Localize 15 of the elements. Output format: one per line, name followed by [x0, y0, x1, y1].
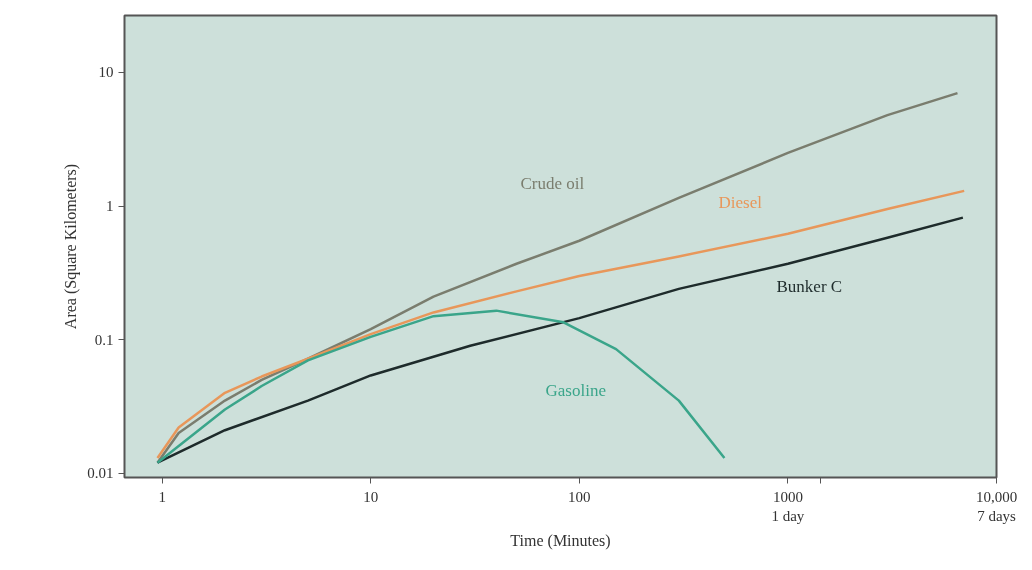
series-label: Bunker C	[776, 276, 843, 296]
text: Crude oil	[520, 173, 585, 193]
x-tick-label: 1	[158, 488, 166, 505]
y-axis-title: Area (Square Kilometers)	[62, 163, 81, 330]
x-tick-label: 10	[363, 488, 379, 505]
x-tick-label: 10,000 7 days	[975, 488, 1018, 524]
x-tick-label: 1000 1 day	[771, 488, 805, 524]
y-tick-label: 0.01	[87, 465, 114, 482]
y-tick-label: 0.1	[94, 331, 114, 348]
x-tick-label: 100	[568, 488, 591, 505]
y-tick-label: 1	[106, 198, 114, 215]
y-tick-label: 10	[98, 64, 114, 81]
x-axis-title: Time (Minutes)	[510, 531, 611, 550]
series-label: Diesel	[718, 192, 763, 212]
series-label: Gasoline	[545, 380, 606, 400]
